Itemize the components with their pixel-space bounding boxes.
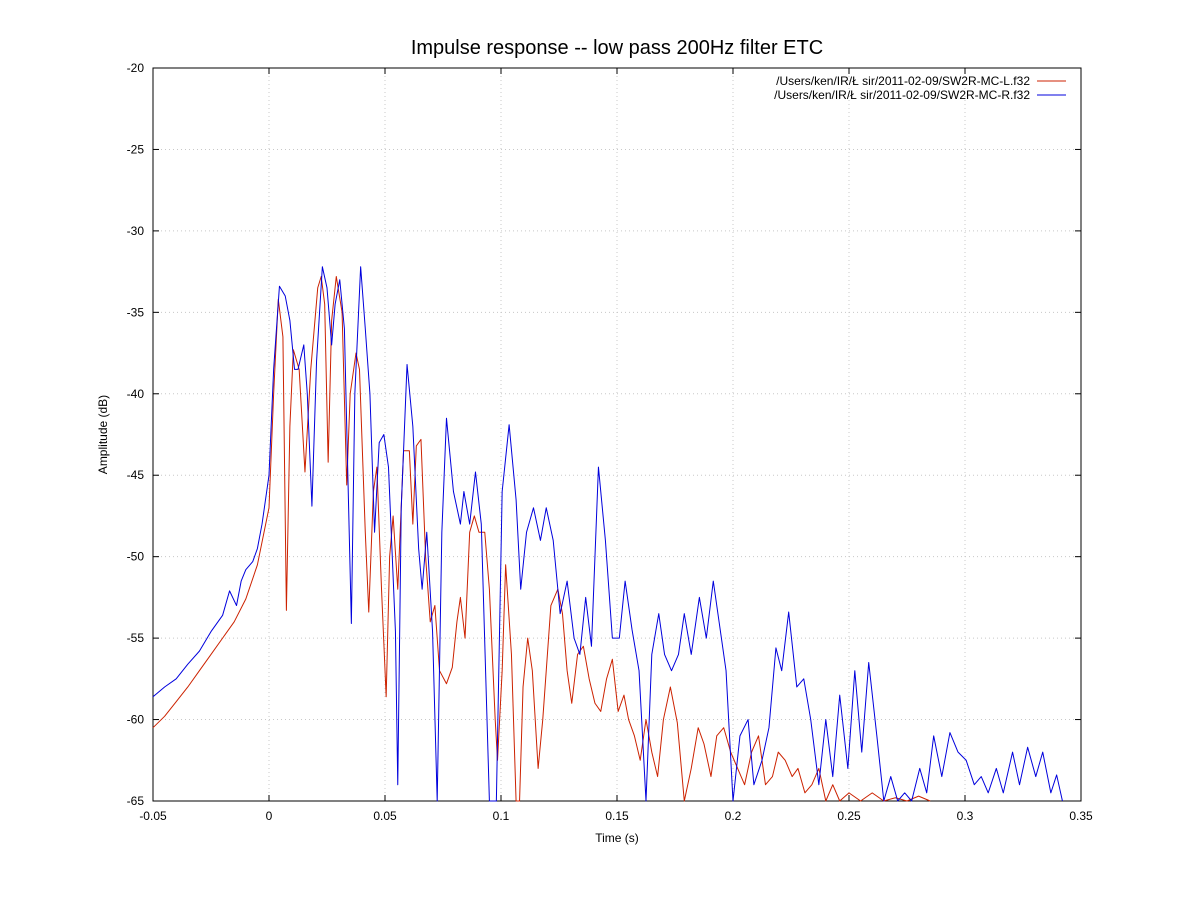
legend: /Users/ken/IR/Ł sir/2011-02-09/SW2R-MC-L… [774, 74, 1066, 102]
legend-entry-label: /Users/ken/IR/Ł sir/2011-02-09/SW2R-MC-L… [776, 74, 1030, 88]
x-tick-label: 0.15 [605, 809, 629, 823]
y-tick-label: -60 [127, 713, 145, 727]
series-line-1 [152, 266, 1063, 802]
legend-entry-label: /Users/ken/IR/Ł sir/2011-02-09/SW2R-MC-R… [774, 88, 1030, 102]
y-axis-label: Amplitude (dB) [96, 395, 110, 474]
y-tick-label: -65 [127, 794, 145, 808]
y-tick-label: -45 [127, 468, 145, 482]
chart-title: Impulse response -- low pass 200Hz filte… [411, 37, 823, 59]
x-tick-label: -0.05 [139, 809, 167, 823]
x-tick-label: 0.25 [837, 809, 861, 823]
series-group [152, 266, 1063, 802]
x-tick-label: 0 [266, 809, 273, 823]
series-line-0 [152, 276, 931, 802]
x-tick-label: 0.35 [1069, 809, 1093, 823]
y-tick-label: -55 [127, 631, 145, 645]
x-tick-label: 0.1 [493, 809, 510, 823]
y-tick-label: -35 [127, 305, 145, 319]
y-tick-label: -30 [127, 224, 145, 238]
ticks: -0.05 0 0.05 0.1 0.15 0.2 0.25 0.3 0.35 -20 -25 -30… [127, 61, 1093, 823]
y-tick-label: -25 [127, 142, 145, 156]
x-tick-label: 0.3 [957, 809, 974, 823]
y-tick-label: -50 [127, 550, 145, 564]
x-tick-label: 0.2 [725, 809, 742, 823]
y-tick-label: -40 [127, 387, 145, 401]
y-tick-label: -20 [127, 61, 145, 75]
x-tick-label: 0.05 [373, 809, 397, 823]
x-axis-label: Time (s) [595, 831, 639, 845]
